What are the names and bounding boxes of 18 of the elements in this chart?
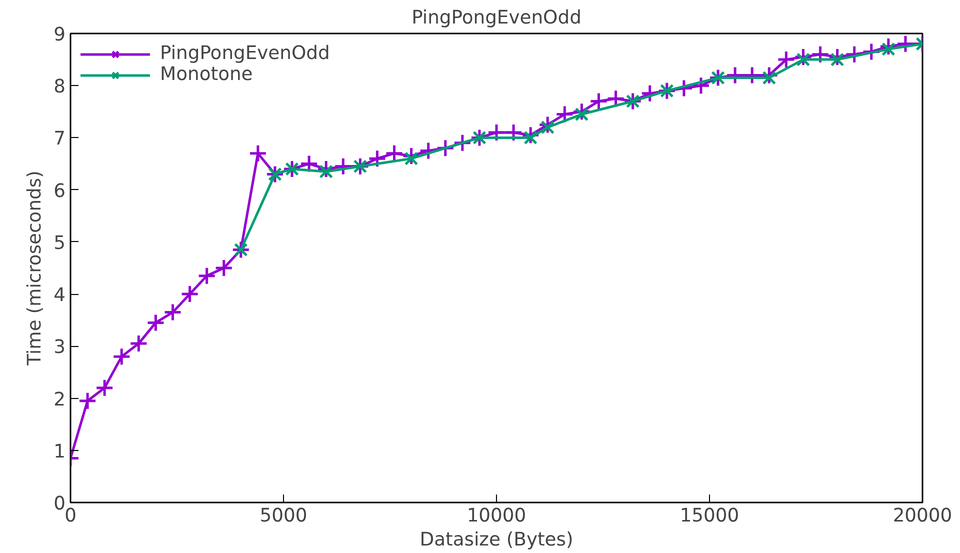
y-axis-title: Time (microseconds): [24, 170, 46, 366]
y-tick-label: 8: [54, 76, 66, 98]
legend-label: PingPongEvenOdd: [160, 43, 330, 64]
chart-title: PingPongEvenOdd: [412, 8, 582, 28]
x-tick-label: 10000: [466, 506, 526, 526]
y-tick-label: 4: [54, 285, 66, 306]
x-tick-label: 5000: [260, 506, 308, 526]
x-axis-title: Datasize (Bytes): [420, 530, 574, 550]
y-tick-label: 7: [54, 128, 66, 150]
y-tick-label: 3: [54, 337, 66, 358]
y-tick-label: 9: [54, 24, 66, 46]
x-tick-label: 15000: [680, 506, 740, 526]
legend-label: Monotone: [160, 64, 253, 85]
x-tick-label: 20000: [892, 506, 952, 526]
y-tick-label: 1: [54, 441, 66, 462]
y-tick-label: 2: [54, 389, 66, 410]
y-tick-label: 6: [54, 180, 66, 202]
y-tick-label: 5: [54, 232, 66, 254]
